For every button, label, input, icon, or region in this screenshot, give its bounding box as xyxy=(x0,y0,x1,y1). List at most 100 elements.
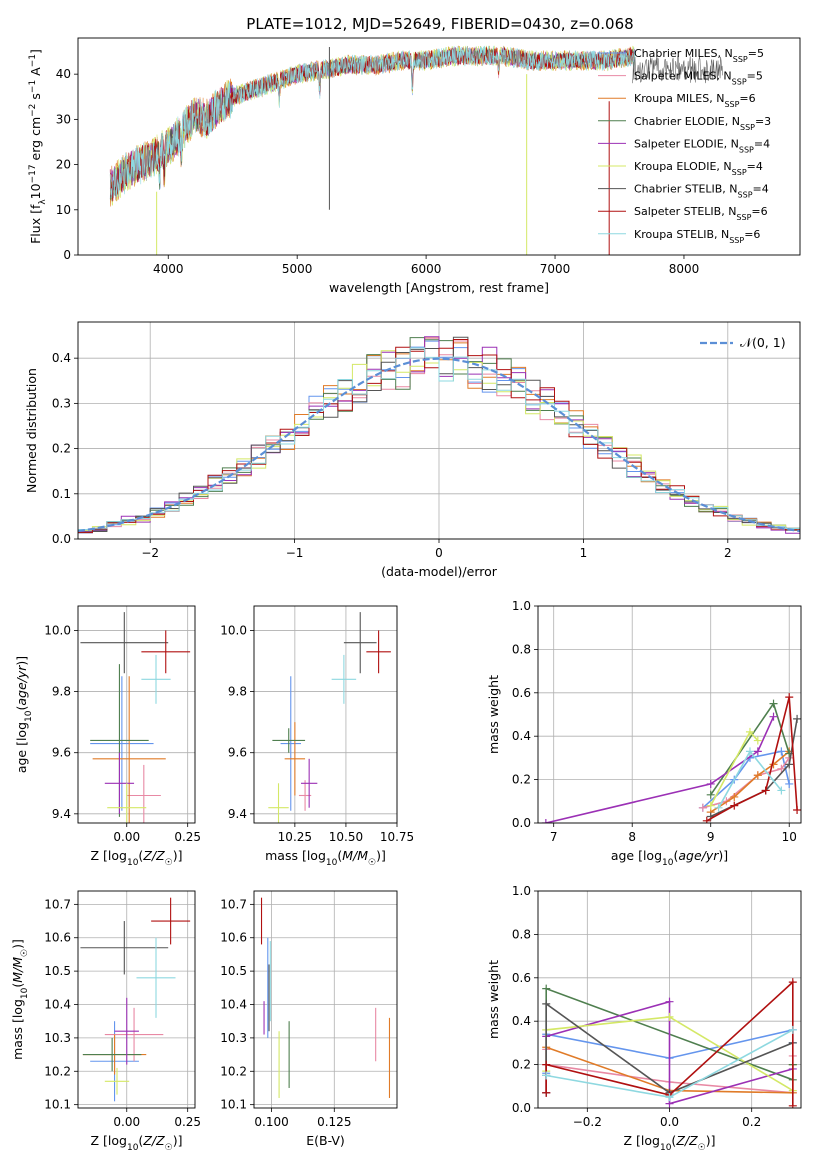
y-tick-label: 0.0 xyxy=(512,1101,531,1115)
x-tick-label: −1 xyxy=(286,546,304,560)
x-tick-label: 0.100 xyxy=(254,1115,288,1129)
spectrum-line xyxy=(109,45,635,198)
x-tick-label: 7 xyxy=(550,830,558,844)
massweight-marker xyxy=(665,997,674,1006)
axes-frame xyxy=(253,605,398,824)
y-tick-label: 20 xyxy=(56,158,71,172)
massweight-marker xyxy=(730,801,739,810)
axes-frame xyxy=(77,605,196,824)
normal-curve xyxy=(78,357,800,533)
legend-entry: Salpeter MILES, NSSP=5 xyxy=(634,70,763,87)
legend-entry: Chabrier MILES, NSSP=5 xyxy=(634,47,764,64)
x-tick-label: 10 xyxy=(782,830,797,844)
massweight-marker xyxy=(777,747,786,756)
x-axis-label: mass [log10(M/M☉)] xyxy=(265,848,386,868)
x-axis-label: Z [log10(Z/Z☉)] xyxy=(624,1133,716,1153)
x-axis-label: Z [log10(Z/Z☉)] xyxy=(91,848,183,868)
massweight-line xyxy=(545,1002,794,1094)
plot-area xyxy=(260,897,391,1098)
y-tick-label: 9.4 xyxy=(228,807,247,821)
legend-entry: Salpeter STELIB, NSSP=6 xyxy=(634,205,768,222)
y-tick-label: 0.2 xyxy=(52,442,71,456)
y-tick-label: 0.4 xyxy=(512,1014,531,1028)
normal-legend: 𝒩(0, 1) xyxy=(700,335,786,350)
massweight-marker xyxy=(785,749,794,758)
spectrum-panel: 4000 5000 6000 7000 8000 0 10 20 30 40 wavelength … xyxy=(28,37,801,295)
y-tick-label: 10.2 xyxy=(44,1064,71,1078)
y-tick-label: 10.2 xyxy=(220,1064,247,1078)
massweight-marker xyxy=(793,714,801,723)
legend-entry: Salpeter ELODIE, NSSP=4 xyxy=(634,137,770,154)
plot-area xyxy=(109,45,723,255)
plot-area xyxy=(78,336,800,534)
x-tick-label: 0.00 xyxy=(113,830,140,844)
y-axis-label: age [log10(age/yr)] xyxy=(14,656,34,773)
x-tick-label: 9 xyxy=(707,830,715,844)
plot-area xyxy=(80,897,191,1102)
residual-histogram xyxy=(78,347,800,530)
x-tick-label: 5000 xyxy=(282,262,313,276)
residual-histogram-panel: −2 −1 0 1 2 0.0 0.1 0.2 0.3 0.4 (data-model)/error… xyxy=(24,321,801,579)
y-tick-label: 0.4 xyxy=(512,729,531,743)
massweight-marker xyxy=(698,803,707,812)
spectrum-legend: Chabrier MILES, NSSP=5 Salpeter MILES, NS… xyxy=(598,47,771,244)
y-tick-label: 0.1 xyxy=(52,487,71,501)
massweight-line xyxy=(545,716,775,823)
y-tick-label: 10 xyxy=(56,203,71,217)
massweight-marker xyxy=(761,786,770,795)
y-tick-label: 0.0 xyxy=(512,816,531,830)
y-tick-label: 0.2 xyxy=(512,773,531,787)
massweight-marker xyxy=(542,984,551,993)
axes-frame xyxy=(77,321,801,540)
axes-frame xyxy=(77,37,801,256)
y-tick-label: 10.6 xyxy=(44,931,71,945)
y-tick-label: 9.4 xyxy=(52,807,71,821)
y-tick-label: 10.1 xyxy=(44,1098,71,1112)
x-tick-label: 0 xyxy=(435,546,443,560)
legend-entry: Chabrier STELIB, NSSP=4 xyxy=(634,183,769,200)
x-tick-label: 2 xyxy=(724,546,732,560)
x-axis-label: E(B-V) xyxy=(306,1133,345,1148)
y-tick-label: 30 xyxy=(56,112,71,126)
legend-entry: Kroupa ELODIE, NSSP=4 xyxy=(634,160,763,177)
x-tick-label: 0.25 xyxy=(174,830,201,844)
x-tick-label: 0.25 xyxy=(174,1115,201,1129)
y-tick-label: 10.5 xyxy=(44,964,71,978)
massweight-marker xyxy=(542,999,551,1008)
y-tick-label: 10.6 xyxy=(220,931,247,945)
plot-area xyxy=(80,612,191,823)
y-tick-label: 10.3 xyxy=(44,1031,71,1045)
age-vs-mass-panel: 10.25 10.50 10.75 9.4 9.6 9.8 10.0 mass [log10(… xyxy=(220,605,414,868)
y-tick-label: 10.0 xyxy=(44,623,71,637)
y-axis-label: mass weight xyxy=(486,960,501,1039)
x-tick-label: 0.2 xyxy=(742,1115,761,1129)
plot-area xyxy=(268,612,391,823)
y-tick-label: 0.6 xyxy=(512,686,531,700)
massweight-marker xyxy=(542,1060,551,1069)
legend-entry: Chabrier ELODIE, NSSP=3 xyxy=(634,115,771,132)
y-tick-label: 10.3 xyxy=(220,1031,247,1045)
massweight-marker xyxy=(753,771,762,780)
y-tick-label: 9.8 xyxy=(228,685,247,699)
axes-frame xyxy=(253,890,398,1109)
y-tick-label: 40 xyxy=(56,67,71,81)
x-tick-label: 10.25 xyxy=(278,830,312,844)
axes-frame xyxy=(537,890,802,1109)
massweight-marker xyxy=(769,712,778,721)
x-tick-label: 0.00 xyxy=(113,1115,140,1129)
x-tick-label: 10.75 xyxy=(380,830,414,844)
massweight-marker xyxy=(769,699,778,708)
spectrum-tail-line xyxy=(632,55,723,84)
figure-title: PLATE=1012, MJD=52649, FIBERID=0430, z=0… xyxy=(246,15,633,33)
x-tick-label: 1 xyxy=(580,546,588,560)
massweight-vs-age-panel: 7 8 9 10 0.0 0.2 0.4 0.6 0.8 1.0 age [log10(age/yr… xyxy=(486,599,802,868)
x-tick-label: 8000 xyxy=(669,262,700,276)
massweight-marker xyxy=(788,1101,797,1108)
y-axis-label: Normed distribution xyxy=(24,368,39,493)
massweight-marker xyxy=(542,1088,551,1097)
y-tick-label: 10.7 xyxy=(220,897,247,911)
y-tick-label: 0.3 xyxy=(52,396,71,410)
legend-entry: 𝒩(0, 1) xyxy=(740,335,786,350)
y-tick-label: 0.0 xyxy=(52,532,71,546)
massweight-marker xyxy=(714,803,723,812)
